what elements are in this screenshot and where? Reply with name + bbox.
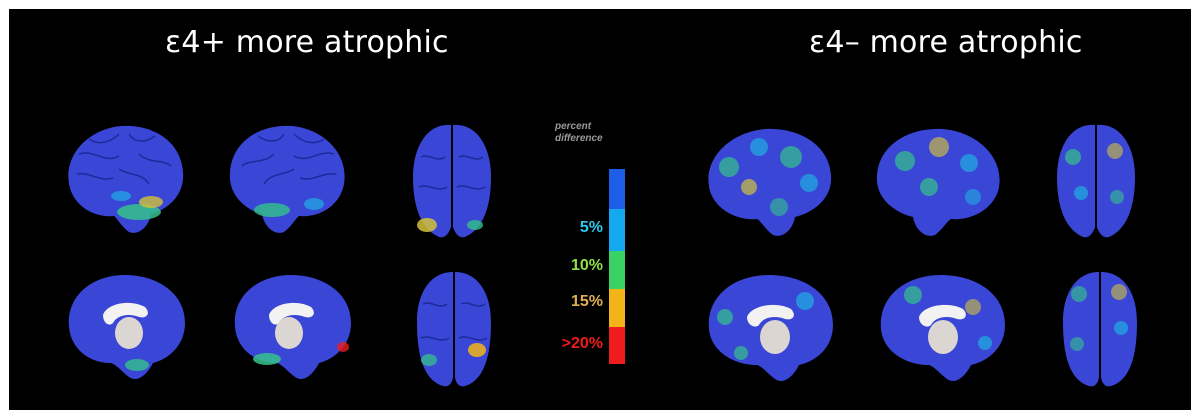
brain-e4pos-medial-right — [234, 275, 351, 380]
legend-title-line1: percent — [555, 121, 592, 132]
color-scale-segment — [609, 169, 625, 209]
color-scale-segment — [609, 327, 625, 364]
brain-e4neg-lateral-right — [876, 128, 1000, 236]
color-scale-tick-label: 15% — [570, 293, 603, 310]
brain-e4pos-lateral-left — [68, 125, 184, 233]
color-scale-segment — [609, 209, 625, 251]
brain-e4pos-medial-left — [68, 275, 185, 380]
brain-e4neg-lateral-left — [708, 128, 832, 236]
legend-title-line2: difference — [555, 133, 603, 144]
brain-e4neg-medial-left — [708, 275, 833, 382]
color-scale-segment — [609, 251, 625, 289]
heading-e4-positive: ε4+ more atrophic — [165, 25, 449, 60]
color-scale-segment — [609, 289, 625, 327]
heading-e4-negative: ε4– more atrophic — [809, 25, 1083, 60]
legend-title: percent difference — [555, 121, 635, 145]
figure-panel: ε4+ more atrophic ε4– more atrophic — [9, 9, 1191, 410]
brain-e4pos-anterior — [417, 272, 491, 387]
brain-e4neg-posterior — [1057, 124, 1135, 238]
brain-e4neg-anterior — [1063, 272, 1137, 387]
color-scale-tick-label: 5% — [579, 219, 603, 236]
brain-e4pos-lateral-right — [229, 125, 345, 233]
color-scale-tick-label: >20% — [561, 335, 603, 352]
color-scale-tick-label: 10% — [570, 257, 603, 274]
brain-e4pos-posterior — [413, 124, 491, 238]
brain-e4neg-medial-right — [880, 275, 1005, 382]
color-scale-bar — [609, 169, 625, 364]
